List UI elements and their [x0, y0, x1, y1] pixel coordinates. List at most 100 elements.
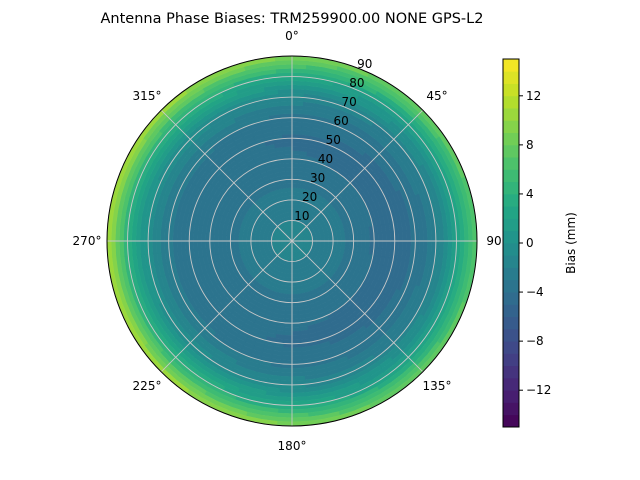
colorbar-segment	[503, 243, 519, 256]
colorbar-tick-label: 0	[526, 236, 534, 250]
colorbar-segment	[503, 279, 519, 293]
heat-cell	[291, 109, 305, 115]
heat-cell	[291, 330, 301, 336]
heat-cell	[281, 129, 293, 135]
colorbar-tick-label: 12	[526, 89, 541, 103]
colorbar-segment	[503, 83, 519, 97]
heat-cell	[176, 240, 182, 252]
colorbar-segment	[503, 71, 519, 84]
colorbar-segment	[503, 169, 519, 183]
heat-cell	[280, 121, 293, 127]
heat-cell	[291, 310, 300, 316]
colorbar-segment	[503, 377, 519, 391]
heat-cell	[279, 371, 293, 377]
heat-cell	[422, 240, 428, 254]
radial-tick-label: 30	[310, 171, 325, 185]
radial-tick-label: 60	[334, 114, 349, 128]
heat-cell	[291, 285, 297, 291]
heat-cell	[291, 355, 304, 361]
heat-cell	[279, 105, 293, 111]
heat-cell	[381, 232, 387, 242]
heat-cell	[172, 240, 178, 253]
colorbar-segment	[503, 206, 519, 219]
heat-cell	[336, 236, 342, 242]
heat-cell	[345, 235, 350, 242]
colorbar-segment	[503, 230, 519, 244]
heat-cell	[281, 125, 293, 131]
azimuth-tick-label: 270°	[73, 234, 102, 248]
heat-cell	[213, 240, 219, 249]
heat-cell	[156, 228, 162, 242]
heat-cell	[365, 233, 371, 242]
heat-cell	[291, 314, 300, 320]
colorbar-segment	[503, 157, 519, 170]
heat-cell	[422, 228, 428, 242]
colorbar-segment	[503, 95, 519, 109]
heat-cell	[357, 234, 363, 242]
heat-cell	[221, 240, 227, 248]
heat-cell	[286, 187, 293, 193]
colorbar-segment	[503, 181, 519, 195]
heatmap-rings	[106, 55, 478, 427]
heat-cell	[377, 232, 383, 242]
heat-cell	[281, 351, 293, 357]
heat-cell	[285, 170, 293, 176]
radial-tick-label: 50	[326, 133, 341, 147]
heat-cell	[291, 125, 303, 131]
heat-cell	[193, 240, 199, 251]
heat-cell	[402, 240, 408, 252]
heat-cell	[197, 240, 203, 250]
heat-cell	[238, 240, 244, 247]
radial-tick-label: 70	[341, 95, 356, 109]
colorbar-segment	[503, 144, 519, 158]
heat-cell	[172, 229, 178, 242]
heat-cell	[286, 183, 293, 188]
colorbar-segment	[503, 304, 519, 317]
heat-cell	[242, 240, 248, 246]
heat-cell	[279, 109, 293, 115]
colorbar-tick-label: 4	[526, 187, 534, 201]
heat-cell	[287, 191, 293, 197]
colorbar-tick-label: −4	[526, 285, 544, 299]
radial-tick-label: 20	[302, 190, 317, 204]
heat-cell	[361, 233, 367, 242]
heat-cell	[291, 289, 298, 295]
heat-cell	[291, 326, 301, 332]
colorbar-segment	[503, 353, 519, 367]
colorbar-segment	[503, 132, 519, 146]
colorbar-segment	[503, 59, 519, 72]
colorbar-segment	[503, 267, 519, 281]
heat-cell	[406, 240, 412, 253]
colorbar-segment	[503, 414, 519, 428]
azimuth-tick-label: 135°	[423, 379, 452, 393]
heat-cell	[283, 150, 293, 156]
heat-cell	[160, 228, 166, 242]
azimuth-tick-label: 315°	[133, 89, 162, 103]
heat-cell	[160, 240, 166, 254]
heat-cell	[418, 228, 424, 242]
azimuth-tick-label: 45°	[426, 89, 447, 103]
heat-cell	[291, 351, 303, 357]
radial-tick-label: 90	[357, 57, 372, 71]
colorbar-segment	[503, 365, 519, 379]
azimuth-tick-label: 225°	[133, 379, 162, 393]
chart-title: Antenna Phase Biases: TRM259900.00 NONE …	[101, 11, 484, 27]
radial-tick-label: 10	[294, 209, 309, 223]
heat-cell	[291, 347, 303, 353]
colorbar-segment	[503, 108, 519, 121]
colorbar-segment	[503, 328, 519, 342]
heat-cell	[291, 121, 304, 127]
heat-cell	[286, 179, 293, 184]
colorbar: −12 −8 −4 0 4 8 12	[502, 58, 551, 428]
heat-cell	[180, 240, 186, 252]
heat-cell	[291, 334, 302, 340]
heat-cell	[385, 231, 391, 242]
heat-cell	[406, 229, 412, 242]
heat-cell	[291, 298, 298, 303]
colorbar-segment	[503, 402, 519, 416]
heat-cell	[402, 230, 408, 242]
colorbar-segment	[503, 292, 519, 305]
colorbar-tick-label: 8	[526, 138, 534, 152]
heat-cell	[217, 240, 223, 249]
